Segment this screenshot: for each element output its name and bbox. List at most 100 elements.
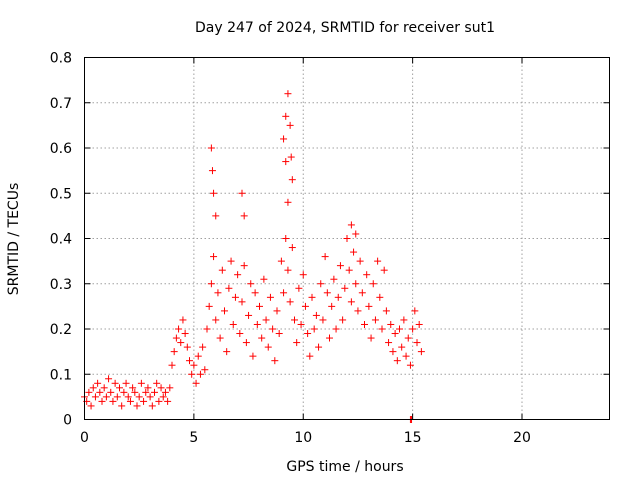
data-point (146, 393, 154, 401)
data-point (393, 357, 401, 365)
y-tick-label: 0.6 (50, 141, 72, 157)
data-point (221, 307, 228, 315)
data-point (363, 271, 371, 279)
data-point (284, 90, 292, 98)
data-point (404, 334, 412, 342)
data-point (271, 357, 279, 365)
data-point (374, 257, 382, 265)
data-point (201, 366, 209, 374)
data-point (297, 320, 305, 328)
data-point (175, 325, 183, 333)
data-point (214, 289, 222, 297)
data-point (199, 343, 207, 351)
data-point (387, 320, 395, 328)
data-point (356, 257, 364, 265)
data-point (411, 307, 419, 315)
data-point (275, 330, 283, 338)
data-point (229, 320, 237, 328)
data-point (113, 393, 121, 401)
data-point (334, 293, 342, 301)
data-point (218, 266, 226, 274)
data-point (120, 388, 128, 396)
data-point (367, 334, 375, 342)
data-point (148, 402, 156, 410)
data-point (262, 316, 270, 324)
data-point (179, 316, 187, 324)
data-point (109, 397, 117, 405)
data-point (389, 348, 397, 356)
data-point (341, 284, 349, 292)
data-point (116, 384, 123, 392)
data-point (208, 167, 216, 175)
data-point (328, 302, 336, 310)
data-point (280, 135, 288, 143)
data-point (256, 302, 263, 310)
data-point (266, 293, 274, 301)
data-point (91, 393, 99, 401)
data-point (376, 293, 384, 301)
data-point (135, 393, 143, 401)
data-point (105, 375, 113, 383)
y-tick-label: 0.3 (50, 277, 72, 293)
data-point (264, 343, 272, 351)
data-point (188, 370, 196, 378)
data-point (330, 275, 338, 283)
data-point (212, 212, 220, 220)
data-point (164, 397, 172, 405)
data-point (291, 316, 298, 324)
data-point (111, 379, 119, 387)
data-point (210, 189, 218, 197)
data-point (310, 325, 318, 333)
data-point (280, 289, 288, 297)
data-point (415, 320, 423, 328)
axis-ticks (84, 57, 610, 420)
x-tick-labels: 0 5 10 15 20 (80, 430, 531, 446)
data-point (168, 361, 176, 369)
data-point (249, 352, 257, 360)
data-point (347, 221, 355, 229)
data-point (223, 348, 231, 356)
data-point (286, 121, 294, 129)
data-point (89, 384, 97, 392)
data-point (332, 325, 340, 333)
y-tick-label: 0.2 (50, 322, 72, 338)
data-point (157, 384, 165, 392)
data-point (194, 352, 202, 360)
data-point (124, 393, 132, 401)
data-point (96, 388, 104, 396)
data-point (269, 325, 277, 333)
data-point (203, 325, 211, 333)
data-point (282, 112, 290, 120)
data-point (170, 348, 178, 356)
data-point (161, 388, 169, 396)
data-point (352, 280, 360, 288)
data-point (122, 379, 130, 387)
data-point (295, 284, 303, 292)
x-tick-label: 0 (80, 430, 89, 446)
data-point (131, 388, 139, 396)
data-point (258, 334, 266, 342)
data-point (240, 212, 248, 220)
data-point (396, 325, 403, 333)
data-point (137, 379, 145, 387)
data-point (142, 388, 150, 396)
data-point (282, 158, 290, 166)
data-point (251, 289, 259, 297)
y-tick-label: 0 (63, 413, 72, 429)
data-point (299, 271, 307, 279)
data-point (107, 388, 115, 396)
data-point (358, 289, 366, 297)
data-point (85, 388, 93, 396)
data-point (192, 379, 200, 387)
data-point (369, 280, 377, 288)
x-tick-label: 5 (189, 430, 198, 446)
data-point (417, 348, 425, 356)
data-point (287, 153, 295, 161)
data-point (234, 271, 242, 279)
data-point (391, 330, 399, 338)
data-point (400, 316, 408, 324)
data-point (126, 397, 134, 405)
grid (84, 57, 610, 420)
data-point (301, 302, 309, 310)
y-tick-label: 0.8 (50, 51, 72, 67)
